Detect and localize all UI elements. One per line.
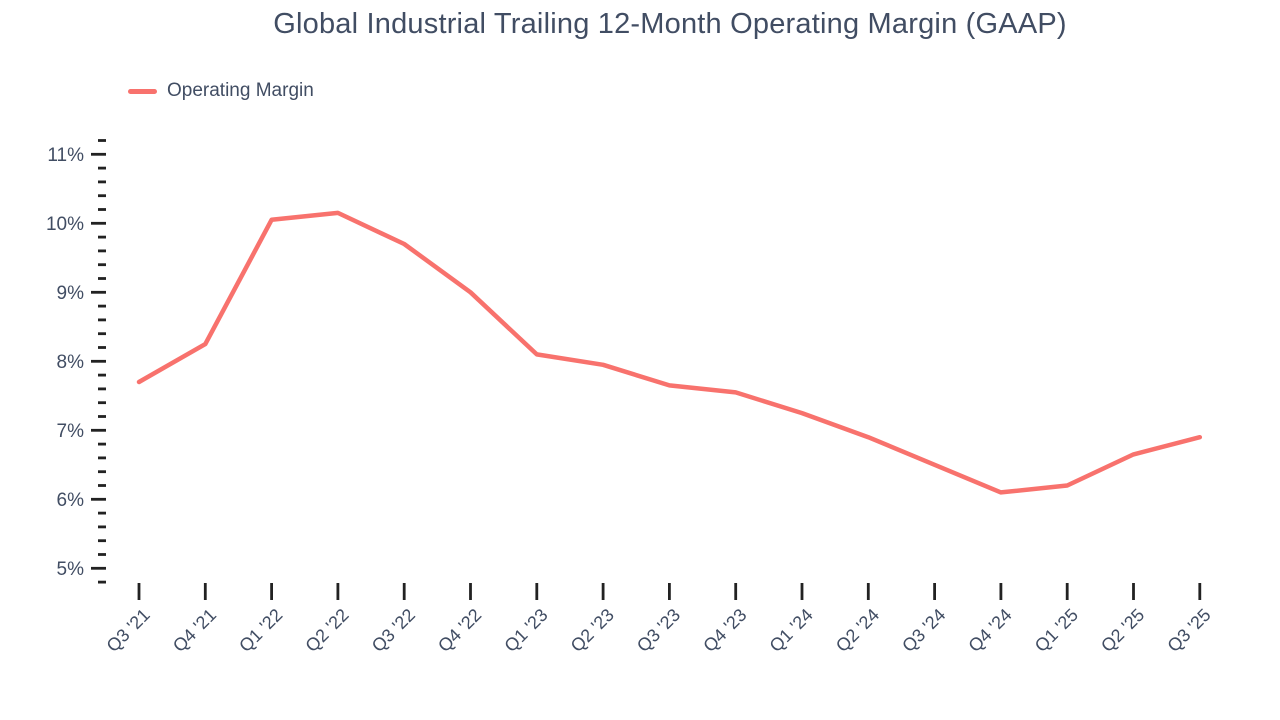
- y-axis-major-tick: [91, 152, 106, 156]
- y-axis-label: 9%: [57, 283, 85, 304]
- x-axis-tick: [203, 583, 207, 600]
- x-axis-tick: [137, 583, 141, 600]
- y-axis-label: 11%: [47, 145, 84, 166]
- y-axis-minor-tick: [98, 208, 106, 211]
- legend-line-swatch: [128, 88, 157, 94]
- y-axis-major-tick: [91, 428, 106, 432]
- x-axis-label: Q1 '22: [235, 605, 286, 656]
- y-axis-minor-tick: [98, 166, 106, 170]
- x-axis-label: Q2 '25: [1097, 605, 1148, 656]
- x-axis-label: Q4 '21: [169, 605, 220, 656]
- y-axis-label: 7%: [57, 421, 85, 442]
- y-axis-minor-tick: [98, 511, 106, 515]
- y-axis-label: 8%: [57, 352, 85, 373]
- y-axis-label: 10%: [46, 214, 84, 235]
- x-axis-tick: [402, 583, 406, 600]
- y-axis-minor-tick: [98, 180, 106, 184]
- x-axis-tick: [1065, 583, 1069, 600]
- y-axis-minor-tick: [98, 277, 106, 280]
- y-axis-minor-tick: [98, 346, 106, 349]
- x-axis-tick: [999, 583, 1003, 600]
- y-axis-minor-tick: [98, 415, 106, 418]
- y-axis-major-tick: [91, 497, 106, 501]
- y-axis-major-tick: [91, 359, 106, 363]
- x-axis-label: Q3 '23: [633, 605, 684, 656]
- x-axis-label: Q4 '24: [964, 605, 1015, 656]
- y-axis-minor-tick: [98, 332, 106, 336]
- x-axis-label: Q4 '22: [434, 605, 485, 656]
- y-axis-minor-tick: [98, 539, 106, 543]
- legend: Operating Margin: [128, 80, 314, 102]
- operating-margin-line: [136, 210, 1203, 495]
- x-axis-label: Q4 '23: [699, 605, 750, 656]
- x-axis-tick: [601, 583, 605, 600]
- y-axis-minor-tick: [98, 401, 106, 405]
- x-axis-label: Q1 '24: [766, 605, 817, 656]
- y-axis-minor-tick: [98, 580, 106, 584]
- x-axis-label: Q3 '25: [1163, 605, 1214, 656]
- x-axis-tick: [668, 583, 671, 600]
- y-axis-minor-tick: [98, 263, 106, 267]
- x-axis-label: Q3 '21: [103, 605, 154, 656]
- x-axis-label: Q2 '23: [567, 605, 618, 656]
- legend-label: Operating Margin: [167, 80, 314, 101]
- y-axis-major-tick: [91, 566, 106, 570]
- x-axis-tick: [469, 583, 472, 600]
- x-axis-tick: [866, 583, 870, 600]
- x-axis-label: Q1 '23: [500, 605, 551, 656]
- y-axis-minor-tick: [98, 318, 106, 322]
- y-axis-minor-tick: [98, 456, 106, 460]
- y-axis-minor-tick: [98, 484, 106, 487]
- y-axis-minor-tick: [98, 194, 106, 198]
- y-axis-minor-tick: [98, 304, 106, 308]
- y-axis-label: 6%: [57, 490, 85, 511]
- y-axis-minor-tick: [98, 249, 106, 253]
- x-axis-tick: [734, 583, 738, 600]
- y-axis-minor-tick: [98, 373, 106, 377]
- y-axis-minor-tick: [98, 553, 106, 556]
- x-axis-label: Q3 '22: [368, 605, 419, 656]
- x-axis-tick: [270, 583, 273, 600]
- x-axis-tick: [933, 583, 936, 600]
- x-axis-tick: [800, 583, 804, 600]
- y-axis-label: 5%: [57, 559, 85, 580]
- chart-title: Global Industrial Trailing 12-Month Oper…: [273, 8, 1067, 40]
- y-axis-minor-tick: [98, 387, 106, 391]
- x-axis-label: Q3 '24: [898, 605, 949, 656]
- y-axis-minor-tick: [98, 470, 106, 474]
- y-axis-minor-tick: [98, 235, 106, 239]
- x-axis-label: Q2 '22: [301, 605, 352, 656]
- y-axis-minor-tick: [98, 525, 106, 529]
- y-axis-major-tick: [91, 221, 106, 225]
- legend-item-operating-margin[interactable]: Operating Margin: [128, 80, 314, 102]
- x-axis-tick: [1198, 583, 1202, 600]
- y-axis-minor-tick: [98, 442, 106, 446]
- x-axis-tick: [535, 583, 539, 600]
- x-axis-label: Q1 '25: [1031, 605, 1082, 656]
- x-axis-tick: [336, 583, 340, 600]
- y-axis-major-tick: [91, 290, 106, 294]
- y-axis-minor-tick: [98, 139, 106, 142]
- x-axis-label: Q2 '24: [832, 605, 883, 656]
- x-axis-tick: [1132, 583, 1135, 600]
